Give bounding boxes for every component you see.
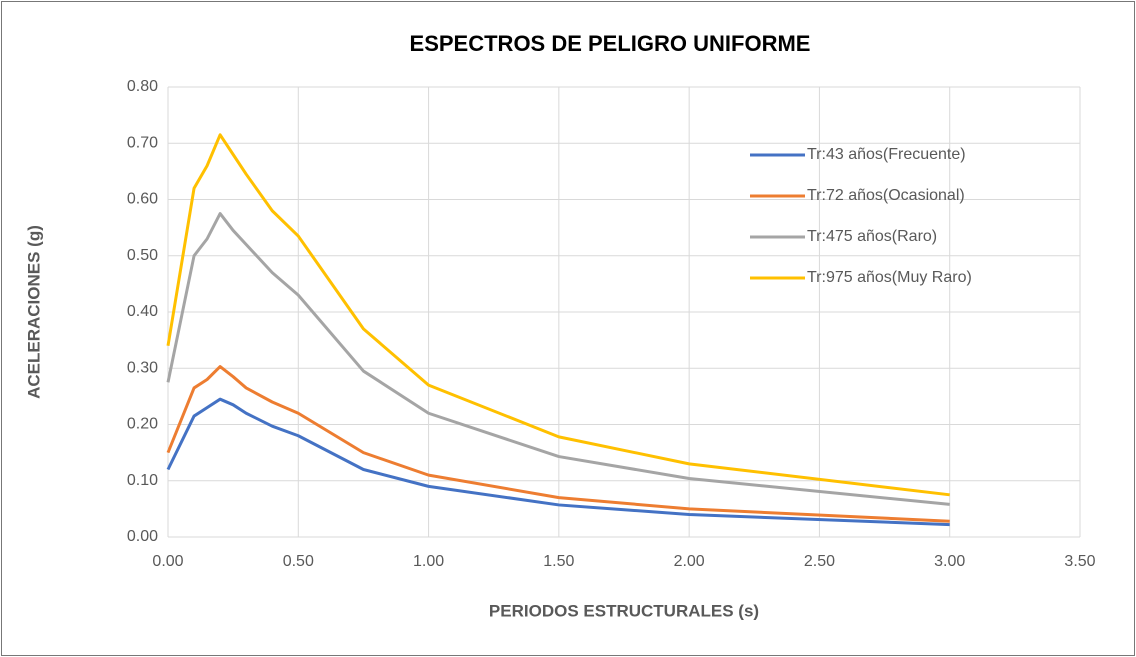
x-tick-label: 0.50 (283, 553, 314, 570)
series-line (166, 212, 950, 506)
legend-label: Tr:975 años(Muy Raro) (807, 269, 972, 286)
y-tick-label: 0.70 (127, 134, 158, 151)
series-line (166, 365, 950, 523)
x-tick-label: 2.00 (674, 553, 705, 570)
y-tick-label: 0.40 (127, 303, 158, 320)
x-axis-label: PERIODOS ESTRUCTURALES (s) (489, 601, 759, 620)
x-tick-label: 3.50 (1064, 553, 1095, 570)
y-tick-label: 0.10 (127, 472, 158, 489)
x-tick-label: 0.00 (152, 553, 183, 570)
y-tick-label: 0.20 (127, 416, 158, 433)
x-tick-label: 1.50 (543, 553, 574, 570)
y-tick-label: 0.30 (127, 359, 158, 376)
y-tick-label: 0.60 (127, 191, 158, 208)
x-tick-label: 2.50 (804, 553, 835, 570)
y-tick-label: 0.80 (127, 78, 158, 95)
y-tick-label: 0.00 (127, 528, 158, 545)
series-line (166, 133, 950, 497)
series-line (166, 397, 950, 527)
y-axis-label: ACELERACIONES (g) (24, 225, 43, 399)
chart-title: ESPECTROS DE PELIGRO UNIFORME (410, 31, 811, 56)
y-tick-label: 0.50 (127, 247, 158, 264)
legend-label: Tr:475 años(Raro) (807, 228, 937, 245)
x-tick-label: 3.00 (934, 553, 965, 570)
x-tick-label: 1.00 (413, 553, 444, 570)
legend-label: Tr:43 años(Frecuente) (807, 146, 966, 163)
legend-label: Tr:72 años(Ocasional) (807, 187, 965, 204)
